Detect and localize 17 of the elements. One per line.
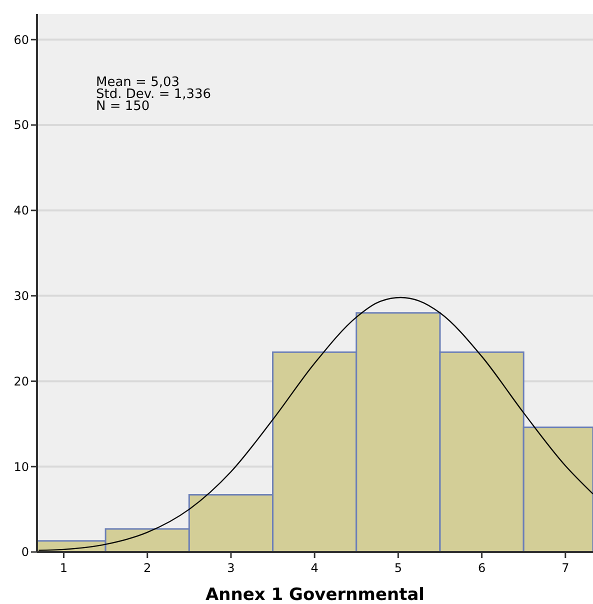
x-tick-label: 1: [60, 561, 68, 575]
y-tick-label: 50: [14, 118, 29, 132]
y-tick-label: 40: [14, 204, 29, 218]
x-tick-label: 6: [478, 561, 486, 575]
x-tick-label: 3: [227, 561, 235, 575]
y-tick-label: 30: [14, 289, 29, 304]
x-tick-label: 4: [310, 561, 318, 575]
annotation: Std. Dev. = 1,336: [96, 87, 212, 102]
y-tick-label: 60: [14, 32, 29, 47]
annotation: N = 150: [96, 99, 150, 114]
y-tick-label: 0: [21, 545, 29, 560]
x-tick-label: 5: [394, 561, 402, 575]
x-tick-label: 7: [562, 561, 570, 575]
y-tick-label: 10: [14, 460, 29, 474]
x-axis-title: Annex 1 Governmental: [205, 585, 425, 604]
y-tick-label: 20: [14, 374, 29, 388]
x-tick-label: 2: [144, 561, 152, 575]
